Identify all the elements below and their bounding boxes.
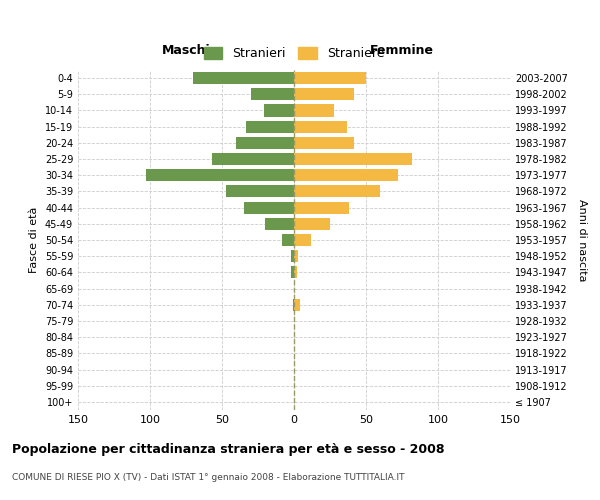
Bar — [193, 72, 294, 84]
Bar — [294, 137, 355, 149]
Bar — [294, 88, 355, 101]
Bar — [294, 218, 330, 230]
Bar — [291, 266, 294, 278]
Y-axis label: Anni di nascita: Anni di nascita — [577, 198, 587, 281]
Bar — [294, 153, 412, 165]
Bar — [212, 153, 294, 165]
Bar — [293, 298, 294, 311]
Bar — [294, 72, 366, 84]
Bar — [251, 88, 294, 101]
Bar — [291, 250, 294, 262]
Bar — [294, 186, 380, 198]
Bar — [294, 234, 311, 246]
Bar — [294, 298, 300, 311]
Bar — [247, 120, 294, 132]
Bar — [236, 137, 294, 149]
Text: Popolazione per cittadinanza straniera per età e sesso - 2008: Popolazione per cittadinanza straniera p… — [12, 442, 445, 456]
Bar — [226, 186, 294, 198]
Bar — [264, 104, 294, 117]
Bar — [244, 202, 294, 213]
Text: Maschi: Maschi — [161, 44, 211, 57]
Bar — [294, 250, 298, 262]
Text: Femmine: Femmine — [370, 44, 434, 57]
Bar — [294, 120, 347, 132]
Text: COMUNE DI RIESE PIO X (TV) - Dati ISTAT 1° gennaio 2008 - Elaborazione TUTTITALI: COMUNE DI RIESE PIO X (TV) - Dati ISTAT … — [12, 472, 404, 482]
Y-axis label: Fasce di età: Fasce di età — [29, 207, 39, 273]
Bar — [265, 218, 294, 230]
Bar — [283, 234, 294, 246]
Legend: Stranieri, Straniere: Stranieri, Straniere — [199, 42, 389, 65]
Bar — [294, 266, 297, 278]
Bar — [294, 169, 398, 181]
Bar — [146, 169, 294, 181]
Bar — [294, 104, 334, 117]
Bar — [294, 202, 349, 213]
